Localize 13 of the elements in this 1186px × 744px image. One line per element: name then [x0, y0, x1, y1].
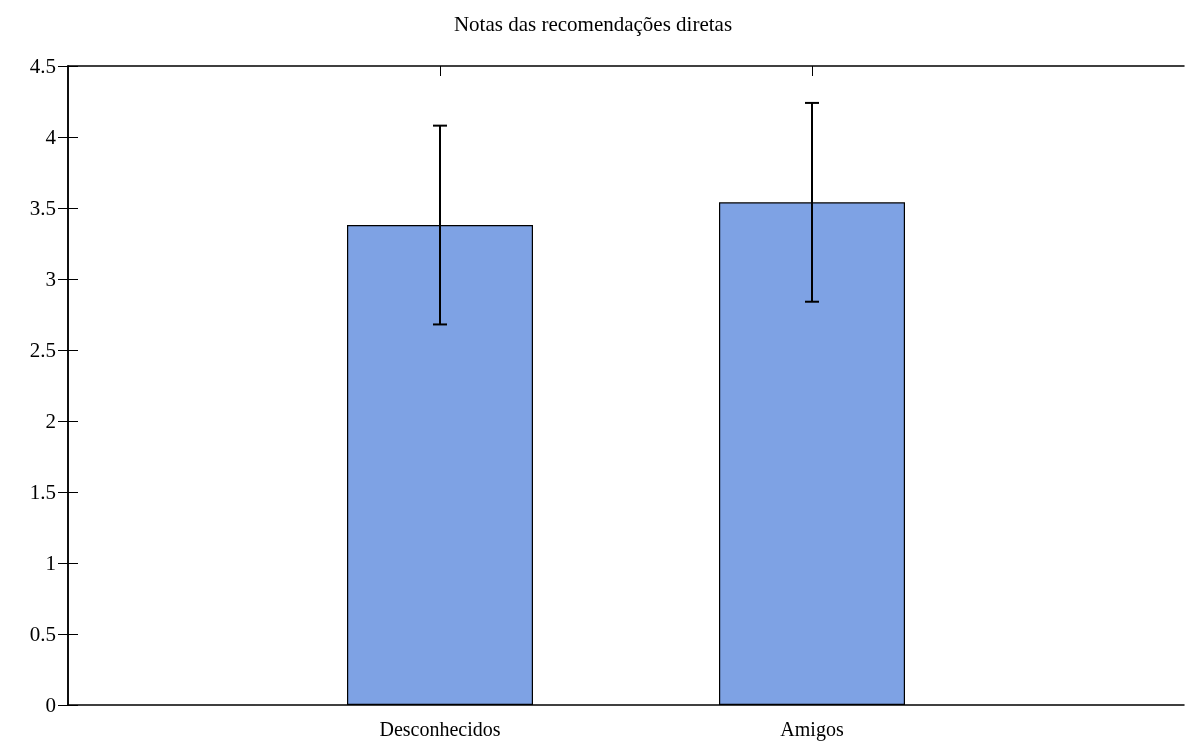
y-tick-label: 2 — [45, 409, 56, 433]
y-tick-label: 1 — [45, 551, 56, 575]
x-tick-label: Amigos — [780, 718, 844, 741]
y-tick-label: 2.5 — [29, 338, 56, 362]
y-tick-label: 3 — [45, 267, 56, 291]
y-tick-label: 3.5 — [29, 196, 56, 220]
y-tick-label: 0.5 — [29, 622, 56, 646]
y-tick-label: 1.5 — [29, 480, 56, 504]
chart-title: Notas das recomendações diretas — [453, 11, 733, 36]
y-tick-label: 0 — [45, 693, 56, 717]
x-tick-label: Desconhecidos — [379, 718, 501, 740]
y-tick-label: 4.5 — [29, 54, 56, 78]
y-tick-label: 4 — [45, 125, 57, 149]
